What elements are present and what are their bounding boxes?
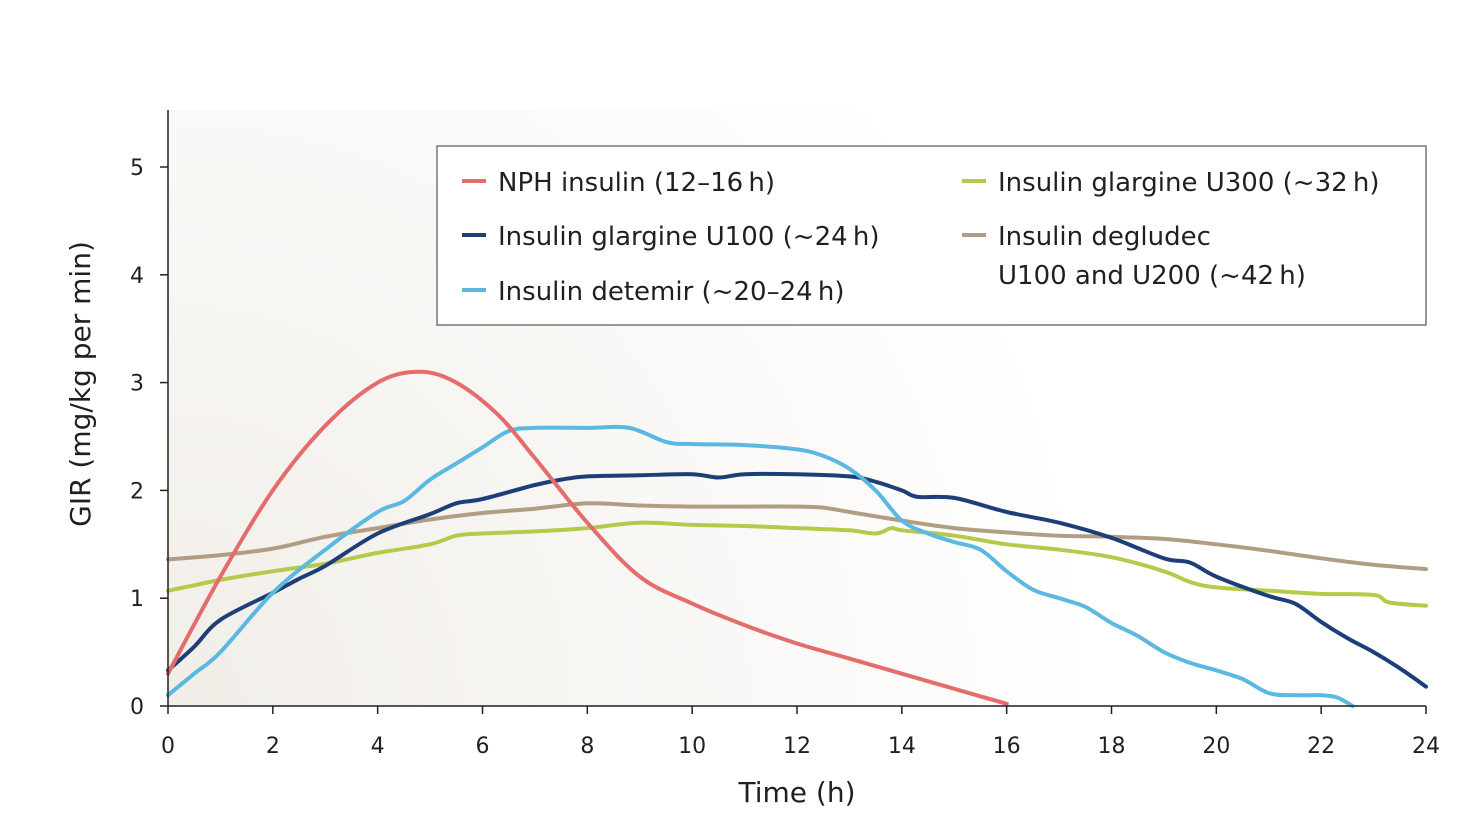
legend-box [436,145,1427,326]
x-axis-ticks: 0 2 4 6 8 10 12 14 16 18 20 22 24 [161,706,1440,759]
y-axis-ticks: 0 1 2 3 4 5 [130,156,168,720]
x-axis-title: Time (h) [737,776,855,809]
x-tick-label: 10 [678,734,706,759]
legend-label-glargine-u300: Insulin glargine U300 (~32 h) [998,168,1379,198]
x-tick-label: 12 [783,734,811,759]
legend-label-detemir: Insulin detemir (~20–24 h) [498,277,844,307]
y-tick-label: 5 [130,156,144,181]
y-tick-label: 1 [130,587,144,612]
x-tick-label: 22 [1307,734,1335,759]
x-tick-label: 16 [993,734,1021,759]
x-tick-label: 18 [1098,734,1126,759]
y-tick-label: 4 [130,264,144,289]
x-tick-label: 6 [476,734,490,759]
x-tick-label: 4 [371,734,385,759]
series-line-nph-insulin [166,369,1009,706]
x-tick-label: 20 [1202,734,1230,759]
x-tick-label: 2 [266,734,280,759]
legend-label-nph-insulin: NPH insulin (12–16 h) [498,168,775,198]
y-tick-label: 3 [130,372,144,397]
series-lines [166,369,1428,708]
legend-label-degludec: Insulin degludec [998,222,1211,252]
series-line-degludec [166,501,1428,572]
x-tick-label: 24 [1412,734,1440,759]
x-tick-label: 0 [161,734,175,759]
x-tick-label: 14 [888,734,916,759]
y-tick-label: 2 [130,479,144,504]
x-tick-label: 8 [580,734,594,759]
y-axis-title: GIR (mg/kg per min) [64,241,97,527]
legend-label-degludec: U100 and U200 (~42 h) [998,261,1306,291]
legend: NPH insulin (12–16 h) Insulin glargine U1… [436,145,1427,326]
series-line-glargine-u300 [166,520,1428,608]
y-tick-label: 0 [130,695,144,720]
series-line-glargine-u100 [166,471,1428,689]
legend-label-glargine-u100: Insulin glargine U100 (~24 h) [498,222,879,252]
series-line-detemir [166,424,1355,708]
